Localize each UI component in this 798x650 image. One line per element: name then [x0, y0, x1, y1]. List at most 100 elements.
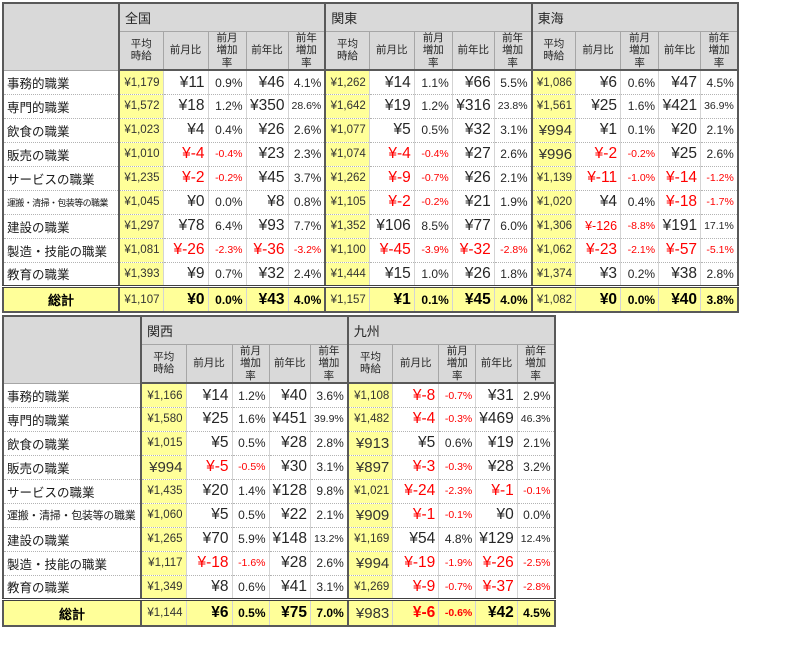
- total-cell: ¥0: [575, 284, 621, 313]
- value-cell: 6.4%: [207, 213, 246, 239]
- column-header: 平均 時給: [530, 30, 576, 72]
- value-cell: 2.8%: [700, 261, 738, 287]
- value-cell: ¥1,572: [118, 93, 163, 119]
- value-cell: ¥1,021: [346, 478, 393, 504]
- value-cell: ¥469: [475, 406, 518, 432]
- value-cell: ¥1,235: [118, 165, 163, 191]
- value-cell: 2.6%: [309, 550, 348, 576]
- value-cell: 2.6%: [493, 141, 532, 167]
- total-cell: ¥43: [245, 284, 288, 313]
- value-cell: 2.6%: [287, 117, 326, 143]
- total-cell: ¥983: [346, 597, 393, 627]
- value-cell: 3.1%: [493, 117, 532, 143]
- value-cell: -1.0%: [620, 165, 659, 191]
- total-cell: -0.6%: [438, 597, 476, 627]
- value-cell: 1.2%: [413, 93, 453, 119]
- wage-table-national-kanto-tokai: 全国 関東 東海 平均 時給 前月比 前月 増加率 前年比 前年 増加率 平均 時給 前月比 前月 …: [2, 2, 739, 314]
- value-cell: ¥994: [140, 454, 186, 480]
- value-cell: -2.3%: [438, 478, 476, 504]
- value-cell: ¥128: [268, 478, 311, 504]
- row-label: 教育の職業: [2, 261, 119, 287]
- value-cell: ¥27: [451, 141, 495, 167]
- value-cell: 0.4%: [207, 117, 246, 143]
- value-cell: 0.6%: [438, 430, 476, 456]
- value-cell: ¥451: [268, 406, 311, 432]
- value-cell: ¥54: [392, 526, 439, 552]
- total-cell: ¥0: [162, 284, 208, 313]
- value-cell: -2.8%: [493, 237, 532, 263]
- value-cell: ¥77: [451, 213, 495, 239]
- value-cell: 5.9%: [231, 526, 269, 552]
- region-header: 関東: [324, 3, 532, 32]
- value-cell: -1.6%: [231, 550, 269, 576]
- value-cell: ¥1,086: [530, 69, 576, 95]
- value-cell: ¥32: [451, 117, 495, 143]
- value-cell: 2.9%: [516, 382, 555, 408]
- value-cell: ¥0: [162, 189, 208, 215]
- value-cell: ¥-126: [575, 213, 621, 239]
- row-label: サービスの職業: [2, 165, 119, 191]
- value-cell: 2.1%: [700, 117, 738, 143]
- value-cell: ¥1,262: [324, 69, 370, 95]
- value-cell: ¥3: [575, 261, 621, 287]
- value-cell: ¥20: [185, 478, 232, 504]
- value-cell: ¥25: [185, 406, 232, 432]
- value-cell: ¥-24: [392, 478, 439, 504]
- value-cell: ¥-32: [451, 237, 495, 263]
- row-label: 建設の職業: [2, 213, 119, 239]
- value-cell: 46.3%: [516, 406, 555, 432]
- value-cell: ¥1,352: [324, 213, 370, 239]
- value-cell: 0.0%: [207, 189, 246, 215]
- value-cell: 1.4%: [231, 478, 269, 504]
- value-cell: ¥1,139: [530, 165, 576, 191]
- value-cell: -0.3%: [438, 406, 476, 432]
- value-cell: ¥350: [245, 93, 288, 119]
- value-cell: 12.4%: [516, 526, 555, 552]
- value-cell: ¥913: [346, 430, 393, 456]
- row-label: 製造・技能の職業: [2, 237, 119, 263]
- value-cell: ¥26: [451, 165, 495, 191]
- value-cell: ¥1,374: [530, 261, 576, 287]
- value-cell: ¥-1: [392, 502, 439, 528]
- value-cell: 0.0%: [516, 502, 555, 528]
- value-cell: 6.0%: [493, 213, 532, 239]
- value-cell: ¥4: [575, 189, 621, 215]
- value-cell: ¥1,015: [140, 430, 186, 456]
- value-cell: ¥25: [658, 141, 701, 167]
- value-cell: ¥316: [451, 93, 495, 119]
- value-cell: ¥26: [451, 261, 495, 287]
- value-cell: ¥-8: [392, 382, 439, 408]
- value-cell: 1.8%: [493, 261, 532, 287]
- value-cell: ¥15: [368, 261, 415, 287]
- value-cell: ¥46: [245, 69, 288, 95]
- value-cell: -5.1%: [700, 237, 738, 263]
- region-header: 関西: [140, 316, 348, 345]
- value-cell: 0.5%: [413, 117, 453, 143]
- value-cell: ¥23: [245, 141, 288, 167]
- column-header: 前年比: [268, 343, 311, 385]
- value-cell: 1.6%: [231, 406, 269, 432]
- value-cell: 0.7%: [207, 261, 246, 287]
- value-cell: ¥1,349: [140, 574, 186, 600]
- value-cell: ¥-9: [392, 574, 439, 600]
- value-cell: ¥-26: [162, 237, 208, 263]
- value-cell: 8.5%: [413, 213, 453, 239]
- value-cell: ¥5: [392, 430, 439, 456]
- corner-cell: [2, 316, 141, 384]
- value-cell: ¥1: [575, 117, 621, 143]
- value-cell: ¥-2: [368, 189, 415, 215]
- value-cell: ¥5: [185, 502, 232, 528]
- value-cell: ¥1,100: [324, 237, 370, 263]
- value-cell: ¥28: [268, 550, 311, 576]
- wage-table-kansai-kyushu: 関西 九州 平均 時給 前月比 前月 増加率 前年比 前年 増加率 平均 時給 前月比 前月 増加…: [2, 315, 556, 628]
- total-cell: 4.5%: [516, 597, 555, 627]
- column-header: 前年 増加率: [493, 30, 532, 72]
- value-cell: 3.1%: [309, 574, 348, 600]
- value-cell: ¥1,105: [324, 189, 370, 215]
- row-label: 事務的職業: [2, 382, 141, 408]
- value-cell: 3.7%: [287, 165, 326, 191]
- value-cell: -8.8%: [620, 213, 659, 239]
- value-cell: 1.2%: [231, 382, 269, 408]
- value-cell: ¥-36: [245, 237, 288, 263]
- value-cell: -1.2%: [700, 165, 738, 191]
